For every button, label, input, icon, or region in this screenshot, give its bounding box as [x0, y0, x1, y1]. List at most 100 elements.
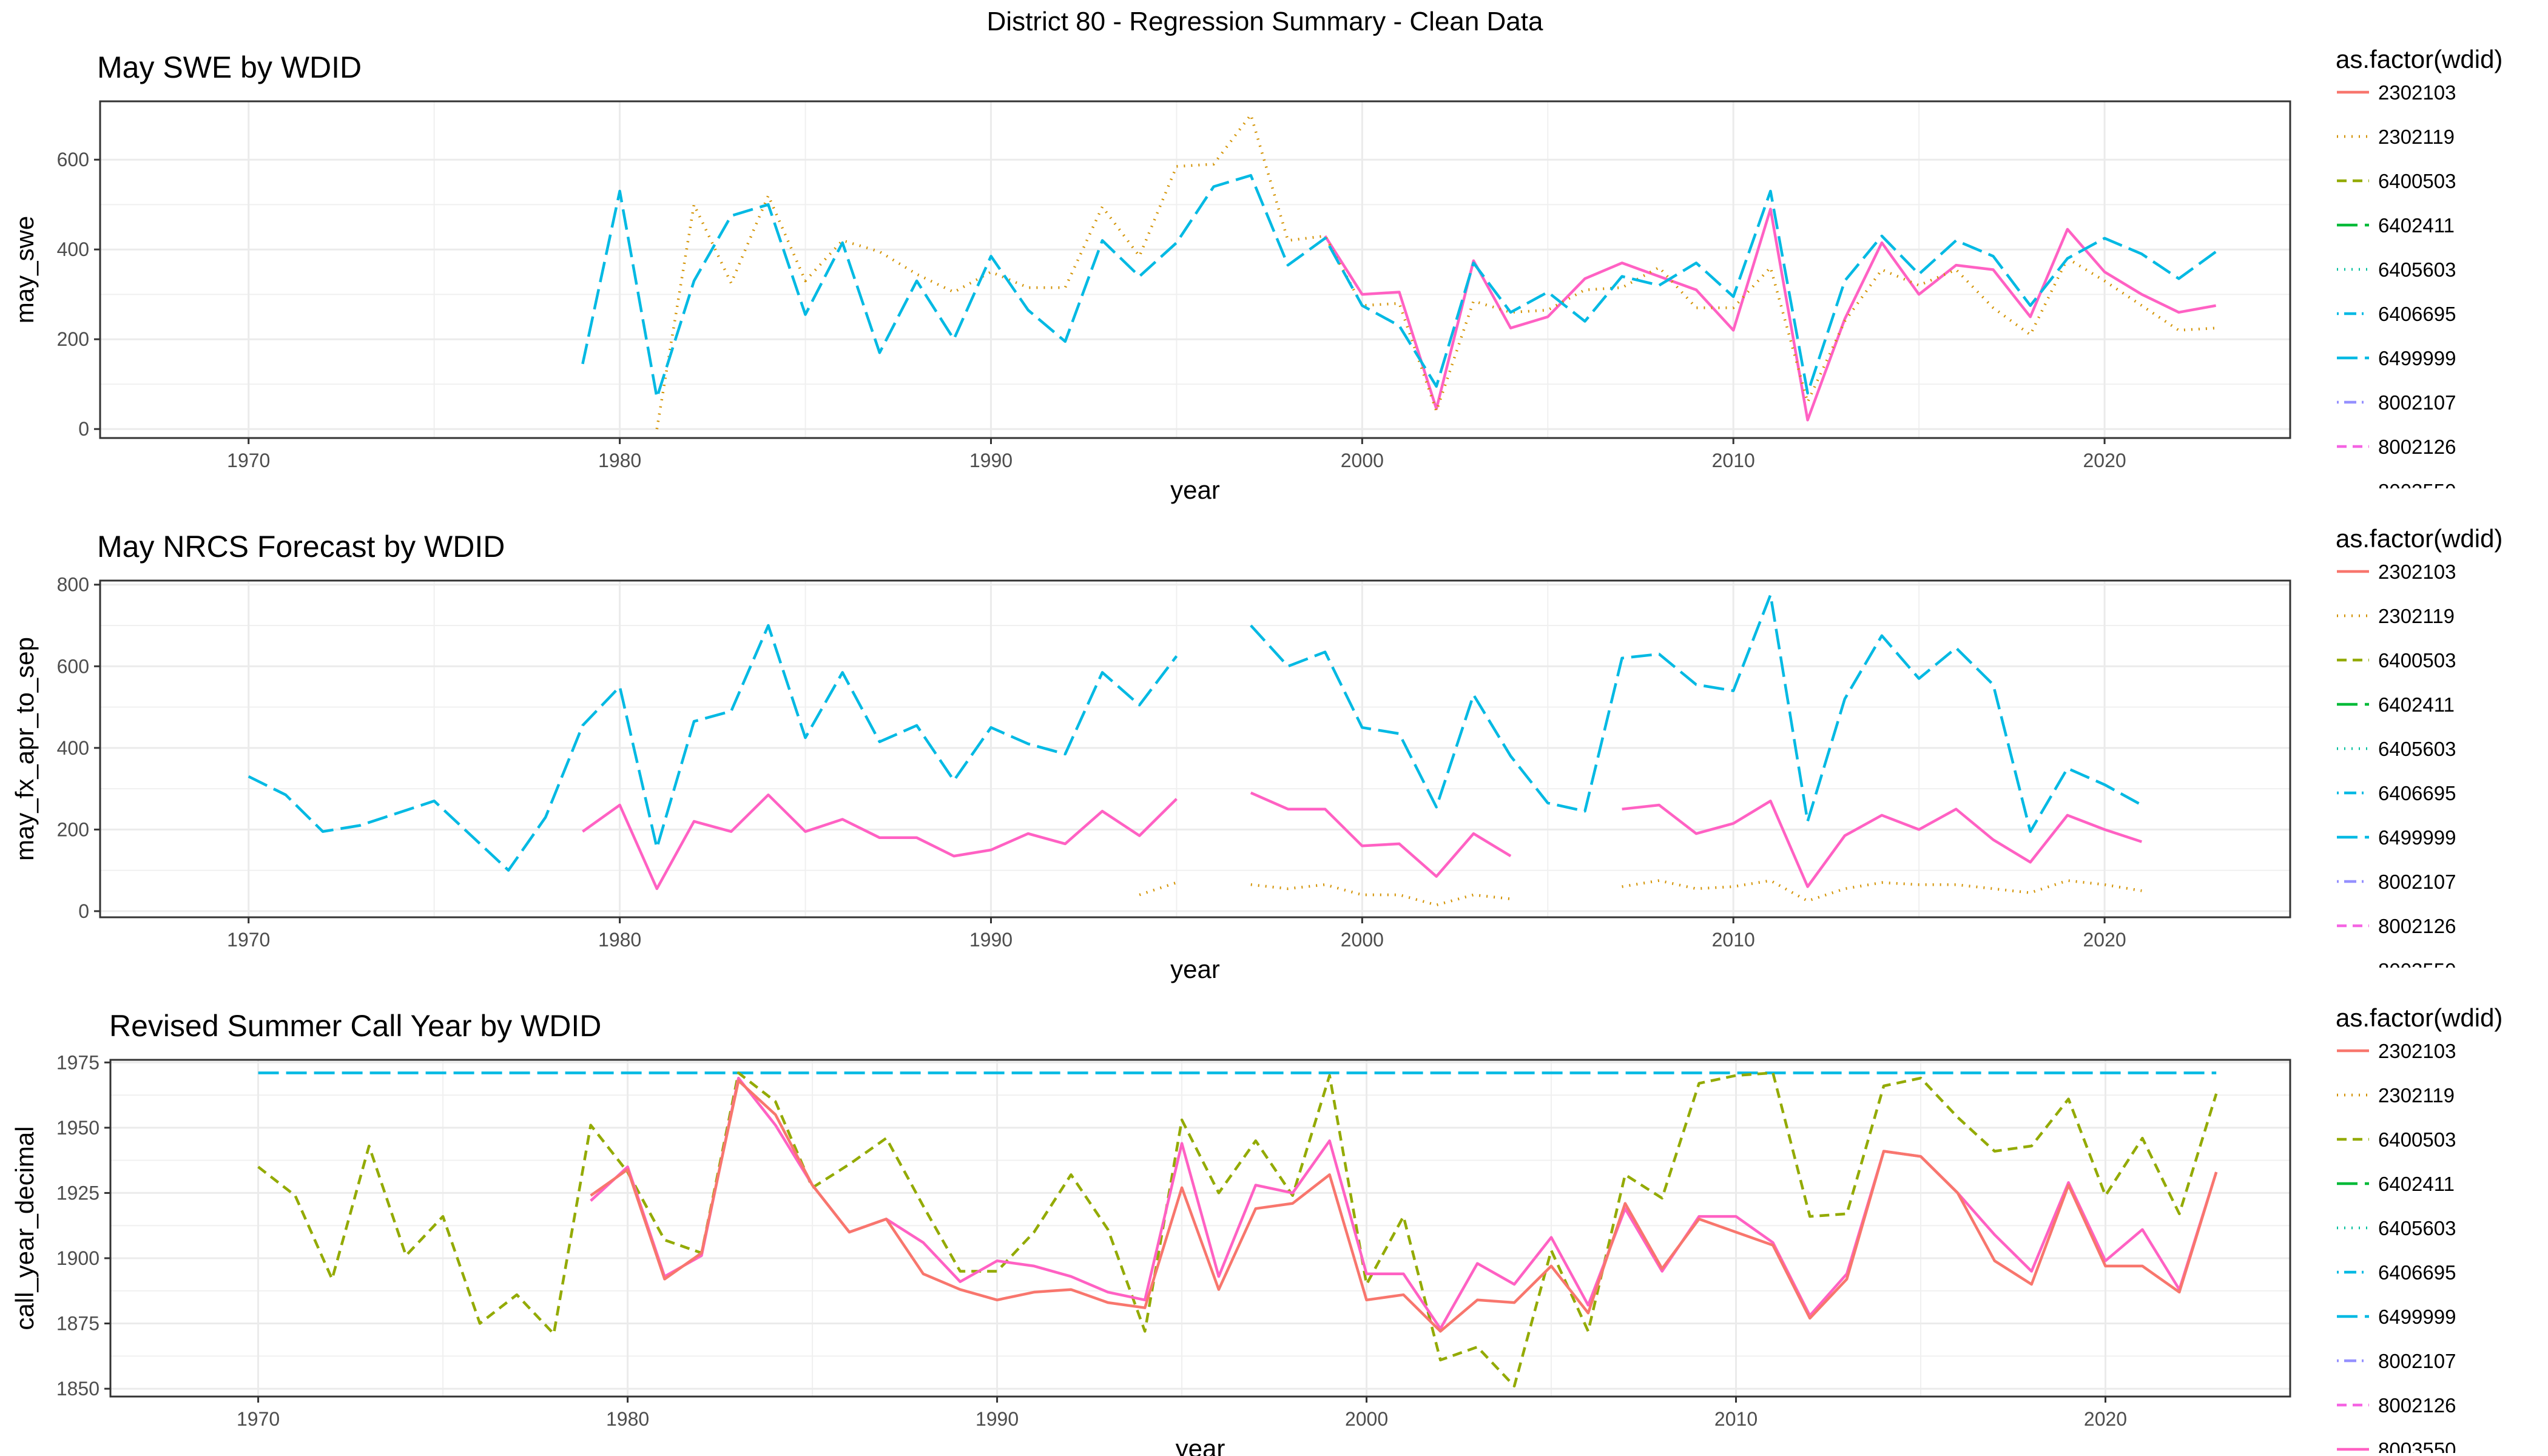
axis-ticks: 1970 1980 1990 2000 2010 2020 0 200 400 600 800	[57, 574, 2126, 951]
x-tick-label: 2020	[2084, 1408, 2127, 1430]
series-line-8003550	[582, 791, 2143, 891]
y-tick-label: 0	[78, 418, 89, 440]
legend-label: 6499999	[2378, 1306, 2456, 1328]
axis-ticks: 1970 1980 1990 2000 2010 2020 1850 1875 1900 1925…	[56, 1051, 2127, 1430]
legend-label: 6405603	[2378, 1217, 2456, 1239]
grid	[100, 101, 2290, 438]
legend-label: 8002107	[2378, 391, 2456, 414]
series-line-6499999	[581, 174, 2217, 399]
legend-label: 8002126	[2378, 1394, 2456, 1417]
legend-label: 8002107	[2378, 871, 2456, 893]
series-line-2302119	[1139, 879, 2142, 907]
legend: as.factor(wdid) 2302103 2302119 6400503 6402…	[2336, 524, 2502, 982]
y-tick-label: 1950	[56, 1117, 99, 1139]
series-group	[581, 113, 2217, 430]
legend-label: 8002126	[2378, 915, 2456, 937]
legend-label: 6400503	[2378, 170, 2456, 192]
axis-ticks: 1970 1980 1990 2000 2010 2020 0 200 400 600	[57, 149, 2126, 471]
x-tick-label: 1970	[227, 450, 270, 471]
legend-title: as.factor(wdid)	[2336, 1003, 2502, 1032]
chart-title: May SWE by WDID	[97, 50, 362, 84]
legend-label: 6405603	[2378, 258, 2456, 281]
x-tick-label: 2010	[1714, 1408, 1758, 1430]
legend-label: 6499999	[2378, 347, 2456, 369]
y-tick-label: 1900	[56, 1247, 99, 1269]
y-tick-label: 1975	[56, 1051, 99, 1073]
y-tick-label: 600	[57, 655, 89, 677]
series-line-2302103	[590, 1079, 2218, 1333]
legend-title: as.factor(wdid)	[2336, 45, 2502, 73]
y-tick-label: 400	[57, 238, 89, 260]
legend-label: 6400503	[2378, 649, 2456, 672]
x-tick-label: 2020	[2083, 929, 2126, 951]
x-tick-label: 1970	[237, 1408, 280, 1430]
x-tick-label: 1980	[598, 450, 641, 471]
legend-label: 2302119	[2378, 1084, 2455, 1107]
series-line-8003550	[1324, 207, 2217, 422]
legend-label: 2302103	[2378, 81, 2456, 104]
legend-label: 8002107	[2378, 1350, 2456, 1372]
chart-panel: Revised Summer Call Year by WDID 1970 1980…	[10, 1003, 2502, 1456]
legend-label: 2302119	[2378, 605, 2455, 627]
legend-label: 6499999	[2378, 826, 2456, 849]
x-tick-label: 2020	[2083, 450, 2126, 471]
legend-title: as.factor(wdid)	[2336, 524, 2502, 553]
series-group	[257, 1071, 2218, 1388]
series-line-6499999	[248, 593, 2143, 872]
y-tick-label: 800	[57, 574, 89, 596]
legend: as.factor(wdid) 2302103 2302119 6400503 6402…	[2336, 1003, 2502, 1456]
x-tick-label: 2000	[1345, 1408, 1388, 1430]
grid	[110, 1060, 2290, 1397]
legend-label: 6406695	[2378, 303, 2456, 325]
y-tick-label: 0	[78, 900, 89, 922]
panel-border	[99, 100, 2291, 439]
legend-label: 2302103	[2378, 1040, 2456, 1062]
x-axis-label: year	[1176, 1434, 1225, 1456]
x-axis-label: year	[1170, 955, 1220, 983]
x-tick-label: 2000	[1341, 450, 1384, 471]
legend-label: 2302119	[2378, 126, 2455, 148]
panel-border	[99, 579, 2291, 918]
y-tick-label: 200	[57, 328, 89, 350]
y-axis-label: may_swe	[10, 216, 39, 323]
legend-label: 6406695	[2378, 1261, 2456, 1284]
chart-title: Revised Summer Call Year by WDID	[109, 1009, 601, 1043]
chart-title: May NRCS Forecast by WDID	[97, 530, 505, 564]
y-tick-label: 1925	[56, 1182, 99, 1204]
x-tick-label: 1980	[606, 1408, 649, 1430]
x-tick-label: 2010	[1712, 929, 1755, 951]
y-tick-label: 400	[57, 737, 89, 759]
legend-label: 8003550	[2378, 480, 2456, 502]
x-tick-label: 2010	[1712, 450, 1755, 471]
y-axis-label: may_fx_apr_to_sep	[10, 637, 39, 861]
figure-title: District 80 - Regression Summary - Clean…	[987, 7, 1543, 36]
chart-panel: May SWE by WDID 1970 1980 1990 2000 2010 2020 0…	[10, 45, 2502, 504]
legend-label: 6402411	[2378, 693, 2455, 716]
x-axis-label: year	[1170, 476, 1220, 504]
y-tick-label: 1875	[56, 1313, 99, 1335]
legend-label: 8003550	[2378, 959, 2456, 982]
legend-label: 6405603	[2378, 738, 2456, 760]
x-tick-label: 1990	[969, 450, 1013, 471]
x-tick-label: 1990	[976, 1408, 1019, 1430]
x-tick-label: 2000	[1341, 929, 1384, 951]
y-tick-label: 200	[57, 818, 89, 840]
legend-label: 2302103	[2378, 561, 2456, 583]
y-axis-label: call_year_decimal	[10, 1126, 39, 1330]
x-tick-label: 1970	[227, 929, 270, 951]
legend-label: 6406695	[2378, 782, 2456, 804]
y-tick-label: 1850	[56, 1378, 99, 1400]
x-tick-label: 1990	[969, 929, 1013, 951]
chart-panel: May NRCS Forecast by WDID 1970 1980 1990 200…	[10, 524, 2502, 983]
legend-label: 8002126	[2378, 436, 2456, 458]
legend-label: 8003550	[2378, 1438, 2456, 1456]
legend: as.factor(wdid) 2302103 2302119 6400503 6402…	[2336, 45, 2502, 502]
series-group	[248, 593, 2143, 907]
series-line-6400503	[257, 1071, 2218, 1388]
y-tick-label: 600	[57, 149, 89, 170]
legend-label: 6400503	[2378, 1128, 2456, 1151]
panel-border	[109, 1059, 2291, 1398]
legend-label: 6402411	[2378, 214, 2455, 237]
x-tick-label: 1980	[598, 929, 641, 951]
